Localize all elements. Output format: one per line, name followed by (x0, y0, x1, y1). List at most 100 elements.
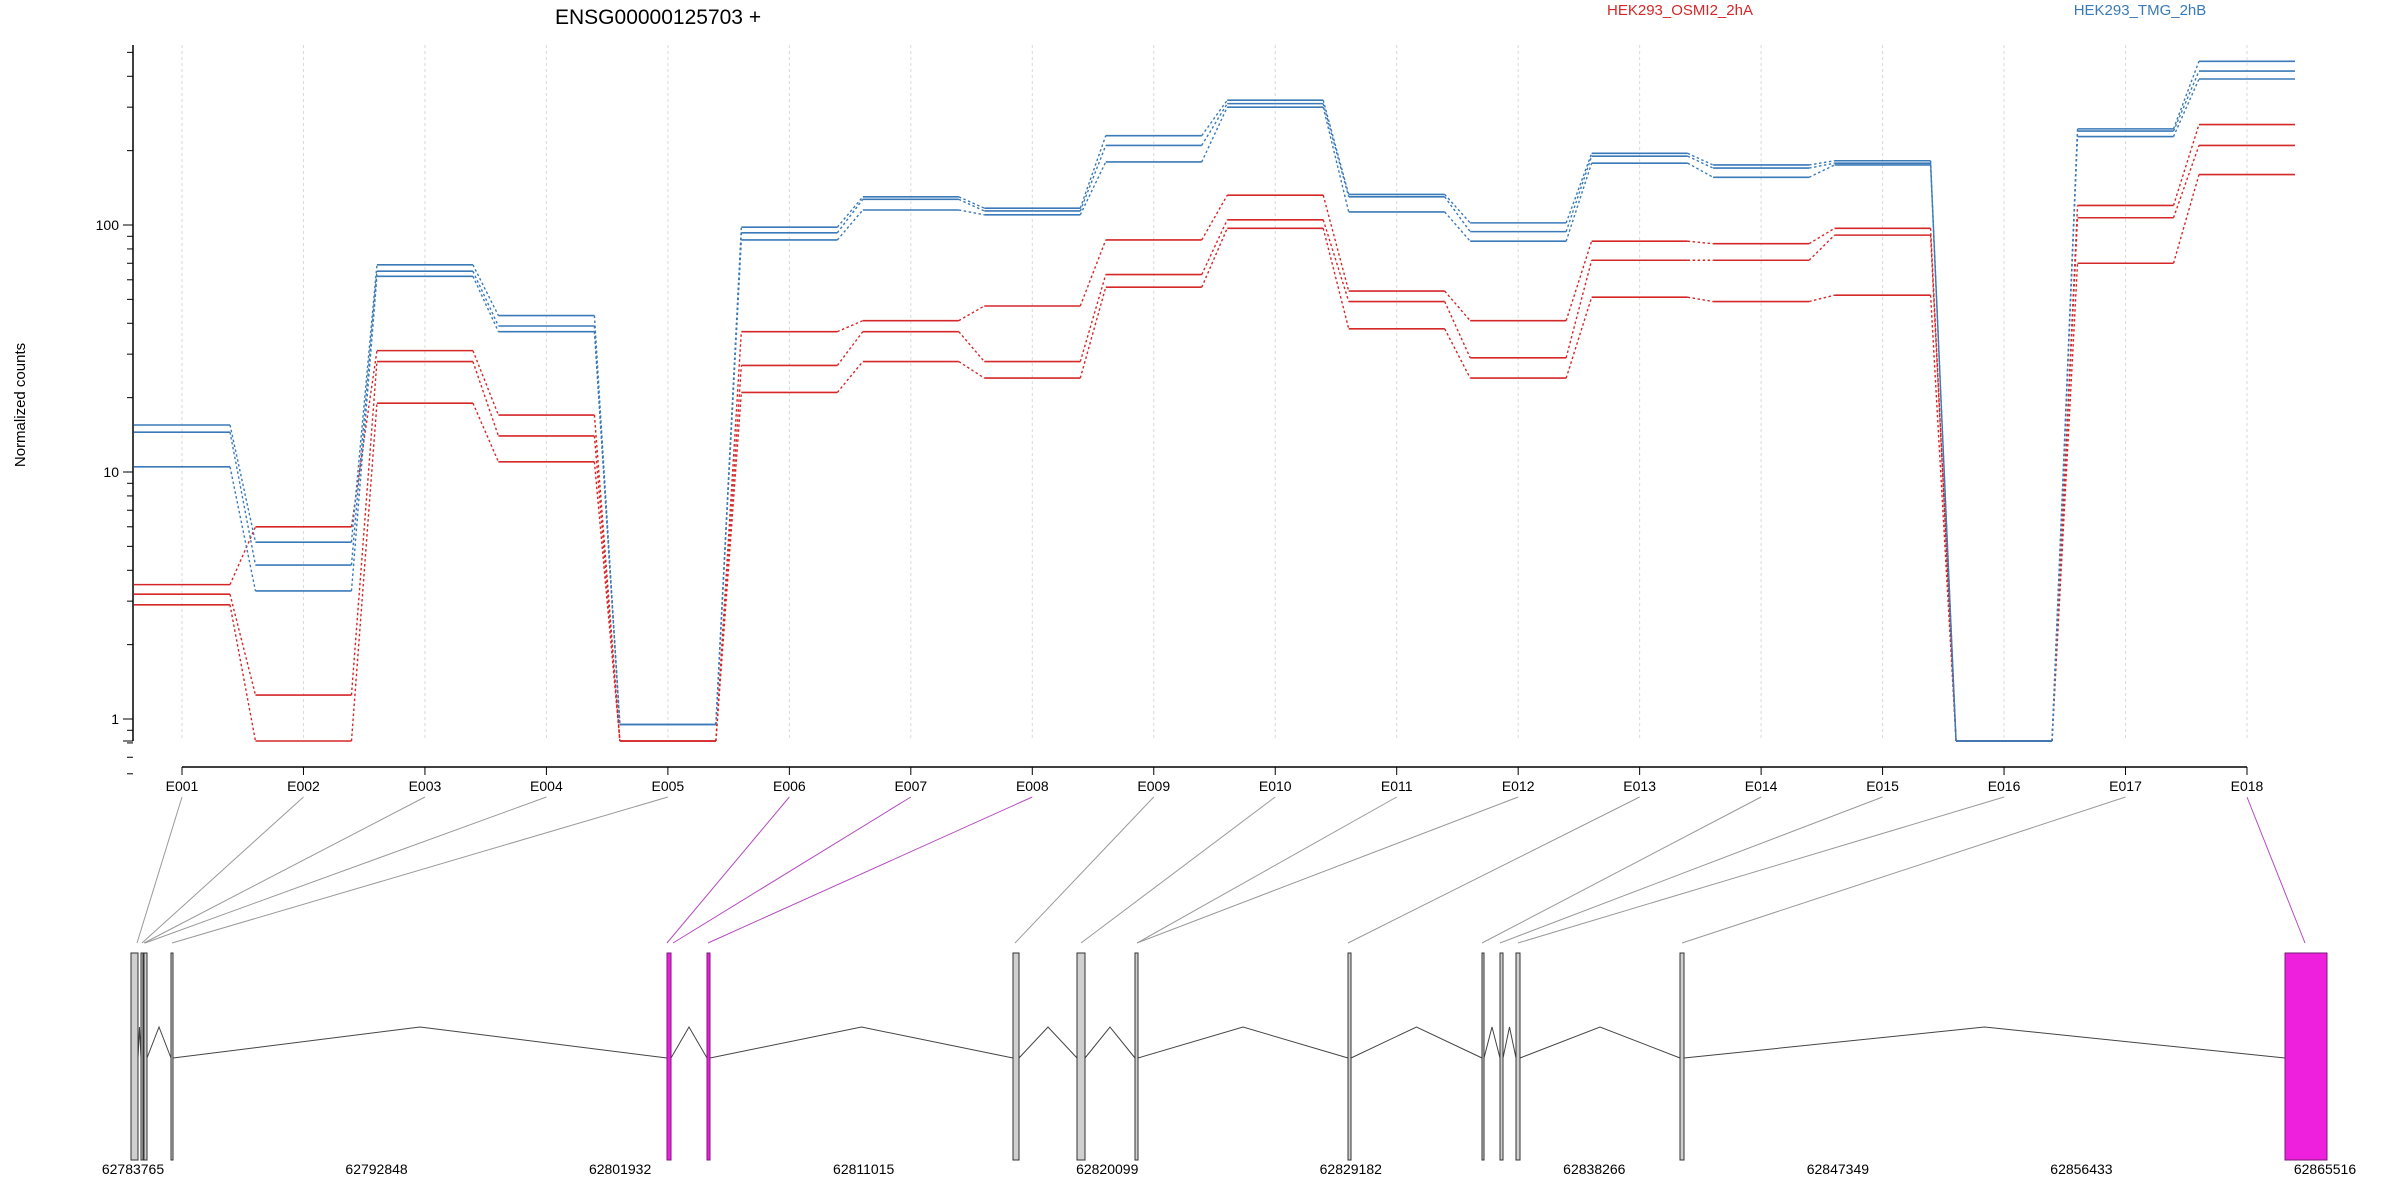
x-tick-label-e013: E013 (1623, 778, 1656, 794)
intron-line (146, 1025, 172, 1059)
exon-box-e013 (1347, 952, 1352, 1161)
x-tick-label-e016: E016 (1988, 778, 2021, 794)
intron-line (1683, 1026, 2286, 1059)
series-5-connector (1201, 103, 1228, 146)
x-tick-label-e017: E017 (2109, 778, 2142, 794)
series-3-connector (2051, 263, 2079, 742)
series-2-connector (2051, 217, 2079, 742)
series-2-connector (350, 361, 378, 696)
series-4-connector (1322, 100, 1350, 195)
series-4 (134, 60, 2295, 742)
exon-box-e015 (1499, 952, 1504, 1161)
legend-entry-osmi2: HEK293_OSMI2_2hA (1607, 2, 1753, 19)
series-3-connector (1322, 228, 1350, 329)
series-1 (134, 123, 2295, 742)
connector-e009 (1014, 796, 1155, 944)
x-tick-label-e015: E015 (1866, 778, 1899, 794)
x-tick-label-e006: E006 (773, 778, 806, 794)
intron-line (1350, 1026, 1483, 1059)
x-tick-label-e003: E003 (409, 778, 442, 794)
series-6-connector (229, 466, 257, 592)
series-5-connector (2172, 70, 2200, 132)
coordinate-label: 62811015 (833, 1161, 894, 1177)
y-axis-label: Normalized counts (12, 343, 29, 467)
y-axis: 1 10 100 (96, 45, 134, 775)
connector-e014 (1481, 796, 1762, 944)
series-2-connector (1808, 234, 1836, 261)
coordinate-label: 62783765 (102, 1161, 165, 1177)
exon-box-e003 (143, 952, 148, 1161)
connector-e010 (1080, 796, 1276, 944)
y-tick-label: 100 (96, 217, 120, 233)
intron-line (709, 1026, 1014, 1059)
series-6-connector (1808, 164, 1835, 178)
series-6-connector (1322, 106, 1350, 213)
exon-box-e009 (1012, 952, 1020, 1161)
connector-e015 (1499, 796, 1883, 944)
x-tick-label-e010: E010 (1259, 778, 1292, 794)
exon-box-e008 (706, 952, 711, 1161)
connector-e003 (143, 796, 426, 944)
connector-e007 (672, 796, 912, 944)
series-2-connector (836, 331, 864, 366)
intron-line (172, 1026, 668, 1059)
series-6-connector (1565, 162, 1593, 242)
connector-e006 (666, 796, 790, 944)
x-tick-label-e002: E002 (287, 778, 320, 794)
series-3-connector (1808, 294, 1835, 303)
vertical-gridlines (181, 45, 2248, 741)
series-6 (134, 78, 2295, 742)
connector-e013 (1347, 796, 1640, 944)
series-1-connector (1808, 227, 1835, 245)
connector-e018 (2246, 796, 2306, 944)
series-6-connector (1444, 211, 1471, 242)
series-3-connector (1079, 287, 1107, 379)
x-tick-label-e014: E014 (1745, 778, 1778, 794)
series-5-connector (1808, 162, 1835, 169)
series-4-connector (1079, 135, 1107, 209)
series-1-connector (1322, 195, 1350, 292)
x-tick-label-e007: E007 (894, 778, 927, 794)
series-3-connector (715, 392, 743, 742)
x-axis: E001 E002 E003 E004 E005 E006 E007 E008 E009 E010… (166, 766, 2264, 794)
exon-box-e017 (1679, 952, 1685, 1161)
y-tick-label: 10 (103, 464, 119, 480)
series-4-connector (2172, 61, 2200, 130)
genomic-coordinate-axis: 62783765 62792848 62801932 62811015 62820099… (102, 1161, 2357, 1177)
series-5-connector (1444, 196, 1471, 233)
series-1-connector (1444, 290, 1471, 322)
x-tick-label-e005: E005 (652, 778, 685, 794)
exon-box-e006 (666, 952, 672, 1161)
coordinate-label: 62865516 (2294, 1161, 2357, 1177)
series-2-connector (1322, 219, 1350, 302)
y-tick-label: 1 (111, 711, 119, 727)
x-tick-label-e009: E009 (1137, 778, 1170, 794)
exon-box-e012 (1134, 952, 1139, 1161)
series-6-connector (2172, 78, 2200, 137)
gene-model (130, 952, 2328, 1161)
series-2-connector (1565, 260, 1593, 358)
connector-e017 (1681, 796, 2126, 944)
exon-box-e010 (1076, 952, 1086, 1161)
series-4-connector (1565, 153, 1593, 224)
series-4-connector (1444, 193, 1471, 224)
series-2-connector (1444, 301, 1471, 359)
series-4-connector (958, 196, 985, 209)
x-tick-label-e012: E012 (1502, 778, 1535, 794)
coordinate-label: 62838266 (1563, 1161, 1626, 1177)
x-tick-label-e018: E018 (2231, 778, 2264, 794)
intron-line (1018, 1026, 1078, 1059)
series-3-connector (229, 604, 257, 742)
connector-e008 (707, 796, 1033, 944)
series-6-connector (1201, 106, 1228, 163)
x-tick-label-e001: E001 (166, 778, 199, 794)
series-3-connector (472, 402, 500, 463)
series-5-connector (836, 198, 864, 234)
series-3 (134, 173, 2295, 742)
series-4-connector (350, 264, 378, 543)
series-6-connector (836, 209, 864, 241)
series-2-connector (1079, 274, 1107, 362)
series-1-connector (2172, 124, 2200, 206)
series-1-connector (1201, 194, 1228, 241)
